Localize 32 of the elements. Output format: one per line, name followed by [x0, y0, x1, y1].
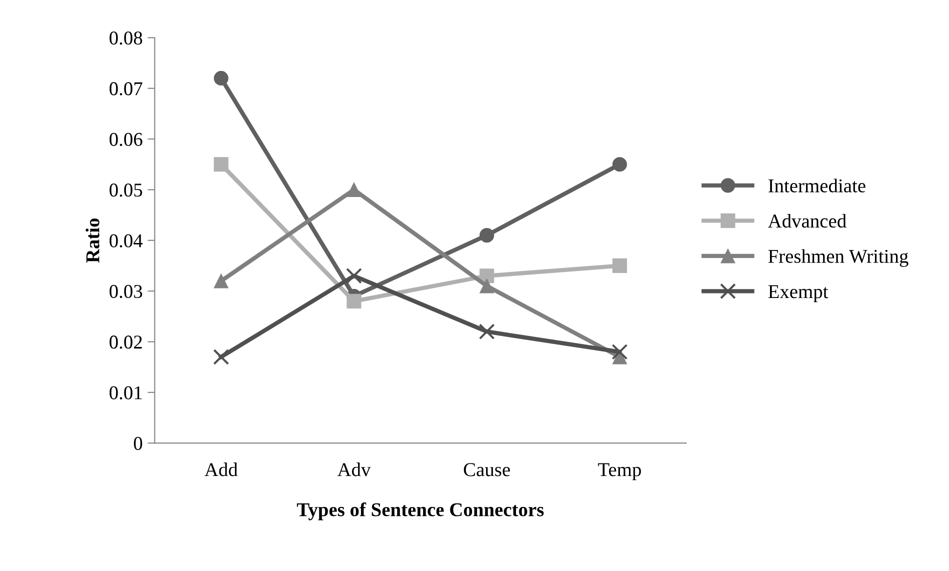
y-tick-label: 0.07 [110, 82, 142, 96]
legend-label: Exempt [768, 285, 828, 302]
y-tick-label: 0.06 [110, 132, 142, 146]
y-tick-label: 0 [134, 436, 142, 450]
point [612, 344, 628, 360]
point [346, 294, 362, 308]
x-tick-label: Adv [337, 462, 371, 476]
point [214, 70, 228, 86]
y-tick-label: 0.08 [110, 32, 142, 45]
point [478, 324, 495, 340]
point [480, 228, 494, 243]
x-tick-label: Cause [464, 463, 510, 476]
legend-label: Intermediate [768, 178, 866, 192]
x-tick-label: Add [204, 462, 238, 476]
legend-label: Freshmen Writing [768, 249, 908, 267]
point [213, 348, 230, 365]
y-tick-label: 0.03 [110, 284, 142, 298]
y-tick-label: 0.01 [110, 386, 142, 400]
x-tick-label: Temp [598, 463, 641, 480]
point [346, 182, 362, 198]
y-tick-label: 0.05 [110, 184, 142, 197]
point [214, 274, 228, 288]
point [214, 157, 228, 172]
y-tick-label: 0.02 [110, 336, 142, 349]
legend-label: Advanced [768, 214, 846, 228]
y-axis-title: Ratio [86, 218, 100, 263]
point [612, 157, 627, 172]
point [612, 258, 627, 274]
point [346, 268, 362, 284]
point [480, 278, 494, 294]
y-tick-label: 0.04 [110, 234, 143, 248]
x-axis-title: Types of Sentence Connectors [296, 502, 544, 520]
